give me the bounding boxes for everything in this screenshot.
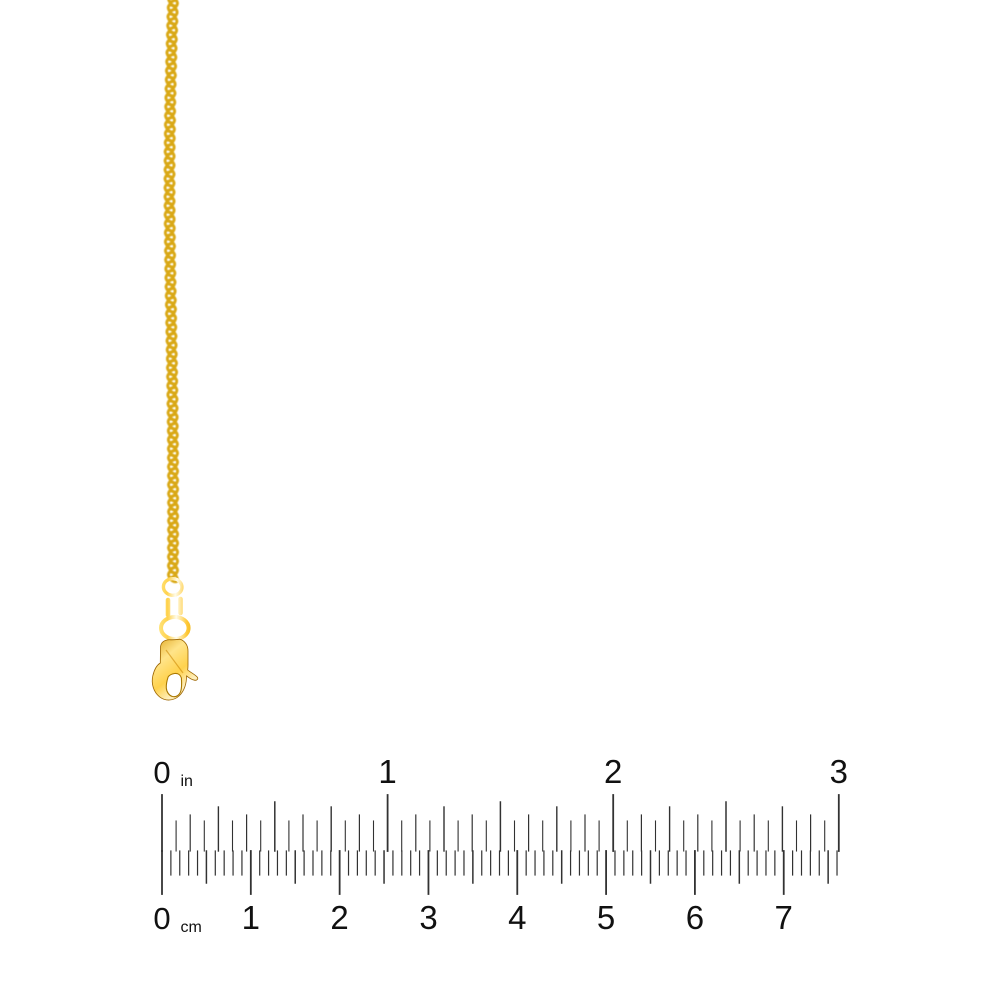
svg-text:1: 1 — [242, 899, 260, 936]
svg-text:0: 0 — [153, 901, 170, 936]
svg-text:1: 1 — [378, 753, 396, 790]
svg-text:in: in — [181, 773, 193, 790]
svg-text:6: 6 — [686, 899, 704, 936]
svg-text:3: 3 — [419, 899, 437, 936]
svg-text:0: 0 — [153, 755, 170, 790]
svg-text:7: 7 — [775, 899, 793, 936]
svg-text:2: 2 — [330, 899, 348, 936]
svg-text:5: 5 — [597, 899, 615, 936]
svg-text:2: 2 — [604, 753, 622, 790]
svg-text:cm: cm — [181, 919, 202, 936]
svg-text:4: 4 — [508, 899, 526, 936]
svg-text:3: 3 — [830, 753, 848, 790]
